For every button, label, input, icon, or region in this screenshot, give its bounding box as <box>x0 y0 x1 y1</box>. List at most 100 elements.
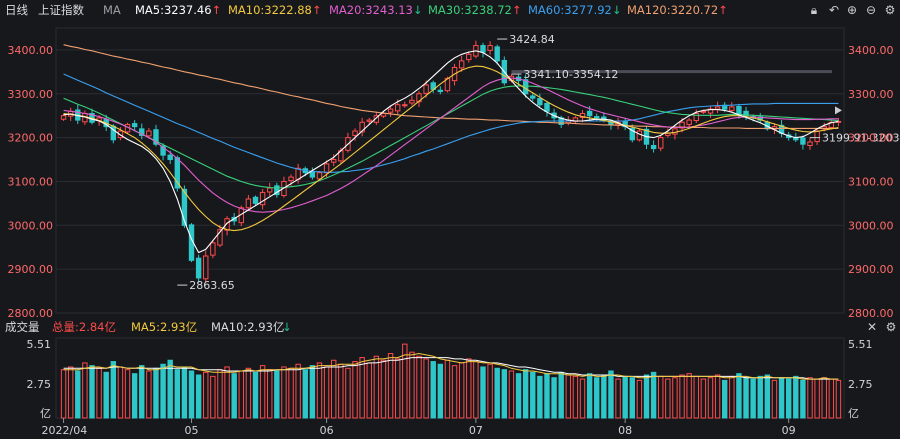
candle-body[interactable] <box>217 229 223 246</box>
lock-icon[interactable]: 🔒︎ <box>810 3 818 17</box>
candle-body[interactable] <box>729 106 735 111</box>
volume-bar[interactable] <box>608 370 614 419</box>
volume-bar[interactable] <box>117 366 124 419</box>
volume-bar[interactable] <box>67 366 74 419</box>
candle-body[interactable] <box>800 137 806 145</box>
volume-bar[interactable] <box>551 377 557 419</box>
volume-bar[interactable] <box>124 369 131 419</box>
volume-bar[interactable] <box>60 369 67 419</box>
candle-body[interactable] <box>210 242 216 256</box>
volume-bar[interactable] <box>565 374 572 419</box>
volume-bar[interactable] <box>807 377 813 419</box>
volume-bar[interactable] <box>458 362 465 419</box>
volume-bar[interactable] <box>480 366 486 419</box>
volume-bar[interactable] <box>743 377 749 419</box>
volume-bars[interactable] <box>60 343 842 419</box>
candle-body[interactable] <box>409 99 415 104</box>
volume-bar[interactable] <box>195 374 202 419</box>
volume-bar[interactable] <box>572 375 579 419</box>
candle-body[interactable] <box>522 79 529 95</box>
volume-bar[interactable] <box>231 373 237 419</box>
volume-bar[interactable] <box>736 373 742 419</box>
candle-body[interactable] <box>131 123 138 128</box>
volume-bar[interactable] <box>814 378 820 419</box>
volume-bar[interactable] <box>217 369 223 419</box>
volume-bar[interactable] <box>281 366 287 419</box>
candle-body[interactable] <box>579 113 586 118</box>
volume-bar[interactable] <box>778 377 785 419</box>
volume-bar[interactable] <box>153 367 159 419</box>
candle-body[interactable] <box>252 196 259 204</box>
volume-bar[interactable] <box>821 377 827 419</box>
volume-bar[interactable] <box>487 363 493 419</box>
volume-bar[interactable] <box>530 371 536 419</box>
volume-bar[interactable] <box>537 375 543 419</box>
volume-bar[interactable] <box>658 375 664 419</box>
volume-bar[interactable] <box>203 371 209 419</box>
candle-body[interactable] <box>636 130 643 141</box>
candle-body[interactable] <box>402 104 408 107</box>
candle-body[interactable] <box>693 113 699 122</box>
volume-bar[interactable] <box>636 379 643 419</box>
volume-bar[interactable] <box>394 358 401 419</box>
candle-body[interactable] <box>153 129 159 145</box>
volume-bar[interactable] <box>323 366 330 419</box>
candle-body[interactable] <box>544 102 550 112</box>
volume-bar[interactable] <box>558 371 564 419</box>
candle-body[interactable] <box>274 185 280 196</box>
candle-body[interactable] <box>537 98 543 106</box>
volume-bar[interactable] <box>785 378 792 419</box>
volume-bar[interactable] <box>466 358 472 419</box>
volume-bar[interactable] <box>174 369 181 419</box>
candle-body[interactable] <box>203 255 209 280</box>
candle-body[interactable] <box>60 115 67 120</box>
volume-bar[interactable] <box>103 371 109 419</box>
volume-bar[interactable] <box>139 365 145 419</box>
candle-body[interactable] <box>686 119 692 125</box>
volume-bar[interactable] <box>110 361 117 419</box>
volume-bar[interactable] <box>167 359 173 419</box>
candle-body[interactable] <box>323 163 330 174</box>
volume-bar[interactable] <box>444 359 451 419</box>
volume-bar[interactable] <box>402 343 408 419</box>
volume-bar[interactable] <box>686 373 692 419</box>
volume-bar[interactable] <box>423 358 429 419</box>
volume-bar[interactable] <box>494 367 500 419</box>
volume-bar[interactable] <box>793 375 799 419</box>
volume-bar[interactable] <box>366 362 372 419</box>
volume-bar[interactable] <box>210 375 216 419</box>
candle-body[interactable] <box>480 45 486 53</box>
volume-bar[interactable] <box>828 378 835 419</box>
undo-icon[interactable]: ↶ <box>828 3 840 17</box>
candle-body[interactable] <box>316 172 323 180</box>
candle-body[interactable] <box>423 84 429 94</box>
volume-bar[interactable] <box>274 370 280 419</box>
volume-bar[interactable] <box>316 362 323 419</box>
volume-bar[interactable] <box>267 369 273 419</box>
volume-bar[interactable] <box>245 367 252 419</box>
volume-bar[interactable] <box>89 365 95 419</box>
volume-bar[interactable] <box>501 369 508 419</box>
volume-bar[interactable] <box>181 366 188 419</box>
volume-bar[interactable] <box>224 366 230 419</box>
candle-body[interactable] <box>629 127 635 141</box>
volume-bar[interactable] <box>700 378 707 419</box>
volume-bar[interactable] <box>693 375 699 419</box>
volume-bar[interactable] <box>430 361 436 419</box>
volume-bar[interactable] <box>764 374 771 419</box>
volume-bar[interactable] <box>601 374 607 419</box>
candle-body[interactable] <box>380 113 387 117</box>
candle-body[interactable] <box>714 106 721 110</box>
volume-bar[interactable] <box>473 361 479 419</box>
volume-bar[interactable] <box>373 355 380 419</box>
candle-body[interactable] <box>458 60 465 69</box>
volume-bar[interactable] <box>302 369 308 419</box>
volume-bar[interactable] <box>131 373 138 419</box>
volume-bar[interactable] <box>160 363 166 419</box>
volume-bar[interactable] <box>594 377 600 419</box>
candle-body[interactable] <box>466 53 472 61</box>
volume-bar[interactable] <box>622 375 628 419</box>
candle-body[interactable] <box>352 130 358 136</box>
volume-bar[interactable] <box>665 378 671 419</box>
